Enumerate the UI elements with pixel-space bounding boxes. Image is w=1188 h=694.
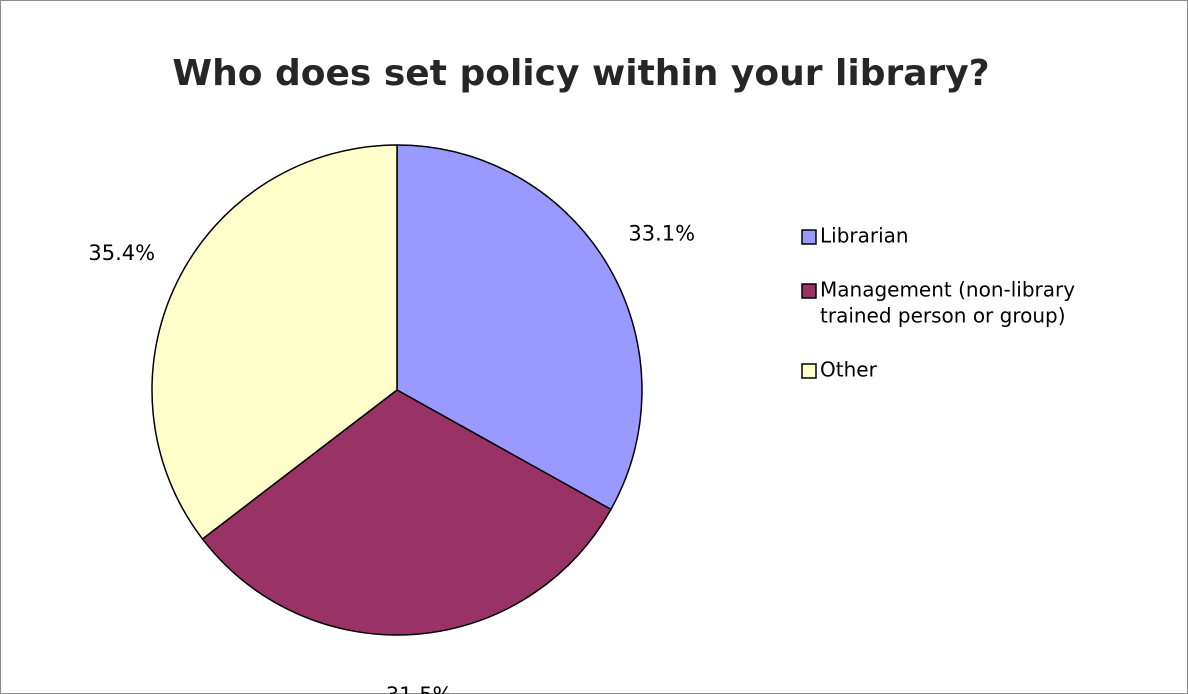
legend-item-librarian: Librarian bbox=[801, 224, 909, 248]
chart-title: Who does set policy within your library? bbox=[172, 53, 990, 94]
pie-slice-librarian bbox=[396, 144, 643, 511]
pie-slices bbox=[151, 144, 643, 636]
legend-item-management: Management (non-library trained person or… bbox=[801, 278, 1075, 328]
pie-slice-management bbox=[201, 389, 612, 636]
legend-swatch-other bbox=[801, 363, 817, 379]
data-label-other: 35.4% bbox=[88, 241, 155, 265]
pie-slice-other bbox=[151, 144, 398, 540]
legend-label-librarian: Librarian bbox=[820, 224, 909, 248]
data-label-management: 31.5% bbox=[386, 683, 453, 694]
legend-swatch-librarian bbox=[801, 229, 817, 245]
legend-item-other: Other bbox=[801, 358, 878, 382]
legend: Librarian Management (non-library trained … bbox=[801, 224, 1075, 382]
pie-data-labels: 33.1% 31.5% 35.4% bbox=[88, 222, 695, 694]
legend-label-other: Other bbox=[820, 358, 878, 382]
legend-label-management: Management (non-library trained person or… bbox=[820, 278, 1075, 328]
legend-swatch-management bbox=[801, 283, 817, 299]
data-label-librarian: 33.1% bbox=[628, 222, 695, 246]
